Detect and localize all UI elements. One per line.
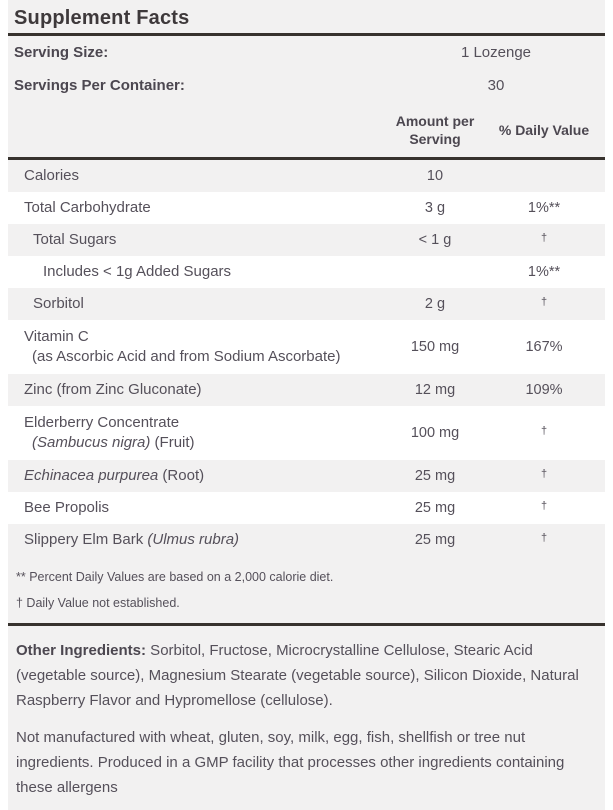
table-row: Vitamin C (as Ascorbic Acid and from Sodi… (8, 320, 605, 374)
table-row: Bee Propolis 25 mg † (8, 492, 605, 524)
row-label: Sorbitol (8, 288, 387, 320)
dagger-symbol: † (540, 532, 548, 544)
row-daily-value: † (483, 468, 605, 484)
amount-per-serving-header: Amount per Serving (395, 112, 475, 147)
row-sublabel: (as Ascorbic Acid and from Sodium Ascorb… (24, 347, 387, 367)
other-ingredients-text: Sorbitol, Fructose, Microcrystalline Cel… (16, 642, 579, 709)
label-text: (Fruit) (150, 434, 195, 451)
other-ingredients: Other Ingredients: Sorbitol, Fructose, M… (16, 638, 597, 713)
table-row: Elderberry Concentrate (Sambucus nigra) (… (8, 406, 605, 460)
supplement-facts-title: Supplement Facts (14, 7, 190, 29)
serving-size-row: Serving Size: 1 Lozenge (8, 36, 605, 69)
table-row: Slippery Elm Bark (Ulmus rubra) 25 mg † (8, 524, 605, 556)
row-label: Includes < 1g Added Sugars (8, 256, 387, 288)
label-text: Vitamin C (24, 328, 89, 345)
other-ingredients-label: Other Ingredients: (16, 642, 147, 659)
label-text: Sorbitol (33, 295, 84, 312)
row-daily-value: 109% (525, 382, 563, 398)
row-daily-value: † (483, 296, 605, 312)
row-amount: 2 g (424, 296, 446, 312)
label-text: (Root) (158, 467, 205, 484)
row-label: Echinacea purpurea (Root) (8, 460, 387, 492)
panel-header: Supplement Facts (8, 0, 605, 36)
table-row: Zinc (from Zinc Gluconate) 12 mg 109% (8, 374, 605, 406)
row-label: Calories (8, 160, 387, 192)
label-text: Slippery Elm Bark (24, 531, 148, 548)
label-text: Total Carbohydrate (24, 199, 151, 216)
label-text: Calories (24, 167, 80, 184)
row-daily-value: 167% (525, 339, 563, 355)
table-row: Echinacea purpurea (Root) 25 mg † (8, 460, 605, 492)
row-amount: 150 mg (410, 339, 460, 355)
row-daily-value: † (483, 532, 605, 548)
label-text: Elderberry Concentrate (24, 414, 180, 431)
table-row: Sorbitol 2 g † (8, 288, 605, 320)
label-text: (as Ascorbic Acid and from Sodium Ascorb… (32, 348, 341, 365)
dagger-symbol: † (540, 500, 548, 512)
footnotes-section: ** Percent Daily Values are based on a 2… (8, 556, 605, 626)
label-text: Total Sugars (33, 231, 117, 248)
table-column-headers: Amount per Serving % Daily Value (8, 102, 605, 160)
bottom-text-section: Other Ingredients: Sorbitol, Fructose, M… (8, 626, 605, 810)
row-amount: 25 mg (414, 500, 456, 516)
row-label: Slippery Elm Bark (Ulmus rubra) (8, 524, 387, 556)
servings-per-container-value: 30 (487, 77, 505, 94)
row-daily-value: 1%** (527, 264, 561, 280)
dagger-symbol: † (540, 232, 548, 244)
serving-size-label: Serving Size: (14, 44, 109, 61)
percent-daily-value-header: % Daily Value (498, 121, 590, 138)
row-daily-value: 1%** (527, 200, 561, 216)
row-label: Vitamin C (as Ascorbic Acid and from Sodi… (8, 321, 387, 373)
label-text: Includes < 1g Added Sugars (43, 263, 232, 280)
row-amount: 12 mg (414, 382, 456, 398)
table-row: Total Sugars < 1 g † (8, 224, 605, 256)
row-amount: 25 mg (414, 532, 456, 548)
botanical-name: Echinacea purpurea (24, 467, 159, 484)
row-amount: 3 g (424, 200, 446, 216)
row-label: Total Carbohydrate (8, 192, 387, 224)
table-row: Calories 10 (8, 160, 605, 192)
table-row: Total Carbohydrate 3 g 1%** (8, 192, 605, 224)
table-row: Includes < 1g Added Sugars 1%** (8, 256, 605, 288)
row-daily-value: † (483, 425, 605, 441)
row-amount: 100 mg (410, 425, 460, 441)
label-text: Zinc (from Zinc Gluconate) (24, 381, 202, 398)
footnote-daily-values: ** Percent Daily Values are based on a 2… (16, 570, 334, 584)
dagger-symbol: † (540, 425, 548, 437)
servings-per-container-row: Servings Per Container: 30 (8, 69, 605, 102)
footnote-dagger: † Daily Value not established. (16, 596, 180, 610)
row-amount: 25 mg (414, 468, 456, 484)
row-daily-value: † (483, 232, 605, 248)
serving-size-value: 1 Lozenge (460, 44, 532, 61)
dagger-symbol: † (540, 468, 548, 480)
botanical-name: (Sambucus nigra) (32, 434, 151, 451)
row-label: Bee Propolis (8, 492, 387, 524)
row-amount: 10 (426, 168, 444, 184)
dagger-symbol: † (540, 296, 548, 308)
allergen-note: Not manufactured with wheat, gluten, soy… (16, 729, 565, 796)
supplement-facts-panel: Supplement Facts Serving Size: 1 Lozenge… (8, 0, 605, 810)
row-label: Total Sugars (8, 224, 387, 256)
row-sublabel: (Sambucus nigra) (Fruit) (24, 433, 387, 453)
facts-table: Calories 10 Total Carbohydrate 3 g 1%** Total… (8, 160, 605, 556)
row-amount: < 1 g (418, 232, 452, 248)
botanical-name: (Ulmus rubra) (147, 531, 240, 548)
row-label: Elderberry Concentrate (Sambucus nigra) (… (8, 407, 387, 459)
row-daily-value: † (483, 500, 605, 516)
servings-per-container-label: Servings Per Container: (14, 77, 185, 94)
label-text: Bee Propolis (24, 499, 110, 516)
row-label: Zinc (from Zinc Gluconate) (8, 374, 387, 406)
